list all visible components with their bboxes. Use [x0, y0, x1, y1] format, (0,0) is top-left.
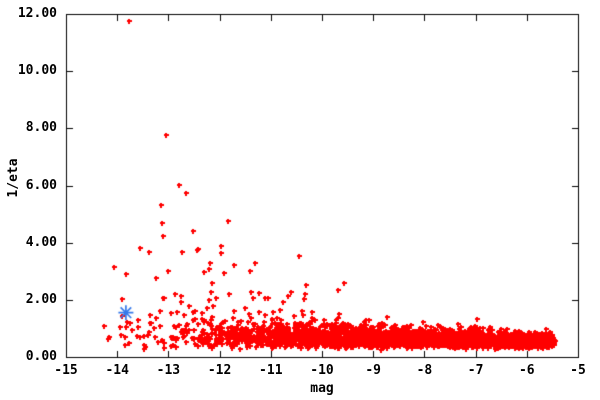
y-tick-label-6: 6.00 — [25, 177, 57, 193]
x-tick-label-n14: -14 — [105, 363, 129, 378]
x-tick-label-n6: -6 — [518, 363, 535, 378]
y-tick-label-2: 2.00 — [25, 291, 57, 307]
x-tick-label-n9: -9 — [365, 363, 382, 378]
x-axis-title: mag — [310, 381, 334, 396]
y-tick-label-0: 0.00 — [25, 349, 57, 364]
y-tick-label-12: 12.00 — [17, 6, 57, 21]
x-tick-label-n7: -7 — [467, 363, 484, 378]
x-tick-label-n11: -11 — [259, 363, 283, 378]
y-axis-title: 1/eta — [6, 158, 21, 198]
y-tick-label-4: 4.00 — [25, 234, 57, 250]
x-tick-label-n12: -12 — [207, 363, 232, 378]
y-tick-label-8: 8.00 — [25, 120, 57, 136]
x-tick-label-n8: -8 — [416, 363, 433, 378]
x-tick-label-n10: -10 — [310, 363, 334, 378]
x-tick-label-n15: -15 — [54, 363, 78, 378]
x-tick-label-n13: -13 — [156, 363, 181, 378]
y-tick-label-10: 10.00 — [17, 63, 57, 79]
x-tick-label-n5: -5 — [570, 363, 586, 378]
